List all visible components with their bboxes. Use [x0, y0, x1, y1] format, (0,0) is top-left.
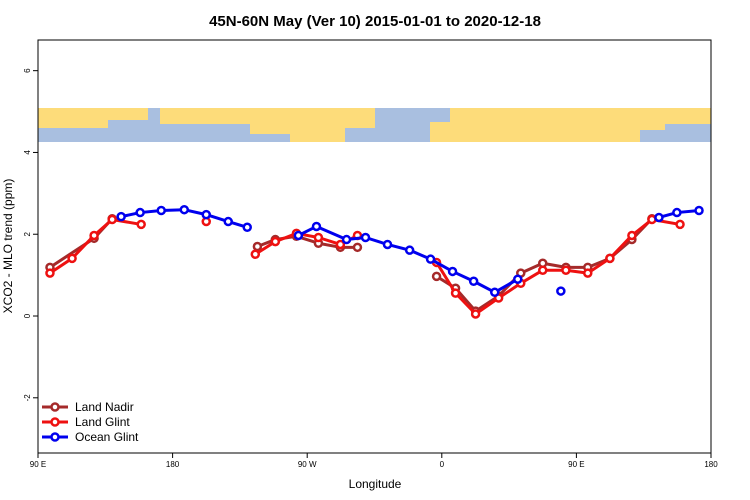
- map-band: [38, 108, 711, 142]
- data-point: [675, 219, 685, 230]
- data-point: [242, 222, 252, 233]
- data-point: [250, 249, 261, 260]
- data-point: [468, 276, 479, 287]
- data-point: [561, 265, 571, 275]
- data-point: [89, 230, 99, 241]
- y-tick-label: -2: [23, 394, 32, 402]
- data-point: [605, 253, 615, 264]
- data-point: [293, 230, 304, 241]
- data-point: [360, 232, 371, 243]
- data-point: [352, 242, 363, 253]
- x-tick-label: 90 E: [568, 460, 584, 469]
- data-point: [447, 266, 458, 277]
- chart-title: 45N-60N May (Ver 10) 2015-01-01 to 2020-…: [209, 13, 541, 30]
- data-point: [252, 241, 263, 252]
- data-point: [382, 239, 393, 250]
- data-point: [404, 245, 415, 255]
- data-point: [201, 209, 211, 220]
- data-point: [179, 204, 190, 215]
- data-point: [341, 234, 352, 245]
- data-point: [627, 230, 637, 241]
- data-point: [672, 207, 682, 218]
- data-point: [425, 254, 436, 264]
- data-point: [156, 205, 166, 216]
- x-axis-label: Longitude: [349, 477, 402, 491]
- data-point: [116, 211, 126, 222]
- data-point: [45, 268, 55, 278]
- y-tick-label: 2: [23, 231, 32, 236]
- legend-marker: [50, 432, 60, 442]
- x-tick-label: 0: [440, 460, 445, 469]
- data-point: [135, 207, 145, 218]
- data-point: [311, 221, 322, 232]
- y-tick-label: 4: [23, 150, 32, 155]
- legend-label: Ocean Glint: [75, 430, 139, 444]
- data-point: [107, 214, 117, 225]
- data-point: [223, 216, 233, 227]
- x-tick-label: 180: [704, 460, 718, 469]
- y-tick-label: 0: [23, 313, 32, 318]
- x-tick-label: 180: [166, 460, 180, 469]
- series-line: [49, 217, 654, 313]
- data-point: [513, 274, 523, 284]
- legend-label: Land Nadir: [75, 400, 134, 414]
- legend-label: Land Glint: [75, 415, 130, 429]
- x-tick-label: 90 W: [298, 460, 317, 469]
- y-axis-label: XCO2 - MLO trend (ppm): [1, 179, 15, 314]
- data-point: [136, 219, 146, 230]
- data-point: [489, 287, 500, 298]
- data-point: [313, 232, 324, 243]
- data-point: [470, 309, 481, 319]
- legend-marker: [50, 417, 60, 427]
- data-point: [431, 271, 442, 282]
- data-point: [67, 253, 77, 264]
- data-point: [556, 286, 566, 296]
- data-point: [450, 288, 461, 298]
- data-point: [270, 236, 281, 247]
- data-point: [335, 239, 346, 250]
- y-tick-label: 6: [23, 68, 32, 73]
- data-point: [694, 205, 704, 216]
- data-point: [654, 212, 664, 223]
- data-point: [538, 265, 548, 275]
- legend-marker: [50, 402, 60, 412]
- plot-frame: [37, 39, 712, 454]
- x-tick-label: 90 E: [30, 460, 46, 469]
- data-point: [583, 268, 593, 278]
